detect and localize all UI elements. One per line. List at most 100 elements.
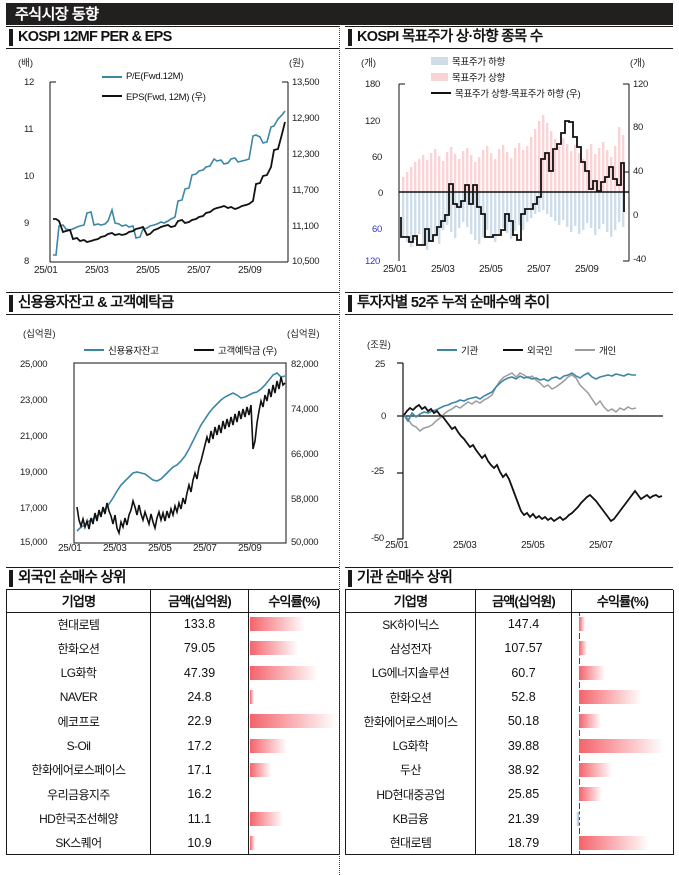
panel-header-institution-table: 기관 순매수 상위 — [345, 567, 673, 590]
ytick-right-c3: 58,000 — [291, 494, 319, 505]
col-header-amount: 금액(십억원) — [150, 590, 249, 613]
table-row[interactable]: S-Oil 17.2 — [6, 733, 340, 758]
xtick-target-3: 25/07 — [527, 264, 551, 275]
ytick-right-1: 12,900 — [292, 113, 320, 124]
panel-title-target-price: KOSPI 목표주가 상·하향 종목 수 — [357, 29, 543, 46]
legend-line-icon-foreign — [503, 349, 523, 351]
table-row[interactable]: 두산 38.92 — [345, 757, 674, 783]
panel-header-target-price: KOSPI 목표주가 상·하향 종목 수 — [345, 26, 673, 49]
cell-company-name: HD현대중공업 — [345, 782, 476, 807]
chart-per-eps: (배) (원) P/E(Fwd.12M) EPS(Fwd, 12M) (우) 1… — [6, 49, 339, 289]
table-row[interactable]: 삼성전자 107.57 — [345, 636, 674, 661]
panel-title-credit-deposit: 신용융자잔고 & 고객예탁금 — [18, 295, 174, 312]
cell-return-bar — [571, 782, 674, 807]
cell-amount: 16.2 — [150, 782, 249, 807]
legend-line-icon-diff — [431, 92, 451, 94]
table-row[interactable]: SK스퀘어 10.9 — [6, 830, 340, 856]
table-row[interactable]: NAVER 24.8 — [6, 684, 340, 710]
ytick-right-t3: 0 — [633, 210, 638, 221]
table-row[interactable]: LG화학 47.39 — [6, 660, 340, 685]
ytick-left-i1: 0 — [381, 411, 386, 422]
cell-return-bar — [248, 709, 340, 734]
chart-svg-investor-flow — [397, 362, 663, 540]
accent-bar-icon — [348, 29, 352, 46]
ytick-left-c4: 17,000 — [20, 503, 48, 514]
panel-header-investor-flow: 투자자별 52주 누적 순매수액 추이 — [345, 292, 673, 315]
legend-item-pe: P/E(Fwd.12M) — [102, 71, 183, 82]
cell-company-name: HD한국조선해양 — [6, 806, 151, 831]
return-bar — [579, 714, 601, 729]
table-row[interactable]: LG화학 39.88 — [345, 733, 674, 758]
chart-credit-deposit: (십억원) (십억원) 신용융자잔고 고객예탁금 (우) 25,000 23,0… — [6, 315, 339, 564]
cell-amount: 22.9 — [150, 709, 249, 734]
return-bar — [250, 835, 256, 850]
ytick-left-3: 9 — [24, 218, 29, 229]
accent-bar-icon — [9, 295, 13, 312]
xtick-per-eps-3: 25/07 — [187, 265, 211, 276]
panel-institution-net-buy: 기관 순매수 상위 기업명 금액(십억원) 수익률(%) SK하이닉스 147.4… — [345, 567, 674, 870]
return-bar-wrap — [250, 709, 339, 733]
table-row[interactable]: LG에너지솔루션 60.7 — [345, 660, 674, 685]
panel-investor-flow: 투자자별 52주 누적 순매수액 추이 (조원) 기관 외국인 개인 25 0 — [345, 292, 673, 564]
xtick-credit-4: 25/09 — [238, 543, 262, 554]
table-row[interactable]: SK하이닉스 147.4 — [345, 612, 674, 637]
return-bar-wrap — [250, 613, 339, 637]
table-row[interactable]: 한화오션 52.8 — [345, 684, 674, 710]
return-bar — [250, 665, 318, 680]
cell-amount: 79.05 — [150, 636, 249, 661]
ytick-left-0: 12 — [24, 77, 34, 88]
cell-return-bar — [248, 684, 340, 710]
cell-return-bar — [571, 684, 674, 710]
xtick-per-eps-4: 25/09 — [238, 265, 262, 276]
column-divider — [339, 26, 340, 875]
ytick-left-t5: 120 — [365, 256, 380, 267]
ytick-right-0: 13,500 — [292, 77, 320, 88]
table-row[interactable]: 한화오션 79.05 — [6, 636, 340, 661]
table-row[interactable]: 우리금융지주 16.2 — [6, 782, 340, 807]
table-row[interactable]: 에코프로 22.9 — [6, 709, 340, 734]
return-bar — [579, 617, 586, 632]
ytick-right-c0: 82,000 — [291, 359, 319, 370]
table-row[interactable]: 한화에어로스페이스 50.18 — [345, 709, 674, 734]
return-bar — [250, 690, 255, 705]
col-header-return: 수익률(%) — [248, 590, 340, 613]
cell-amount: 39.88 — [475, 733, 572, 758]
ytick-right-c2: 66,000 — [291, 449, 319, 460]
legend-label-pe: P/E(Fwd.12M) — [126, 71, 184, 82]
table-row[interactable]: 현대로템 133.8 — [6, 612, 340, 637]
legend-item-retail: 개인 — [575, 343, 616, 357]
legend-label-credit: 신용융자잔고 — [108, 346, 159, 357]
cell-amount: 50.18 — [475, 709, 572, 734]
table-header-row: 기업명 금액(십억원) 수익률(%) — [6, 590, 340, 613]
cell-return-bar — [248, 733, 340, 758]
page-title: 주식시장 동향 — [15, 5, 99, 23]
table-row[interactable]: HD현대중공업 25.85 — [345, 782, 674, 807]
table-row[interactable]: 현대로템 18.79 — [345, 830, 674, 856]
table-body-institution: SK하이닉스 147.4 삼성전자 107.57 LG에너지솔루션 60.7 한화오션 52.… — [345, 612, 674, 856]
return-bar — [579, 762, 613, 777]
return-bar — [250, 738, 287, 753]
xtick-target-1: 25/03 — [431, 264, 455, 275]
cell-return-bar — [571, 636, 674, 661]
return-bar-wrap — [573, 830, 673, 854]
ytick-left-i3: -50 — [371, 533, 384, 544]
legend-label-diff: 목표주가 상향-목표주가 하향 (우) — [455, 89, 581, 100]
cell-return-bar — [248, 830, 340, 856]
legend-label-institution: 기관 — [461, 346, 478, 357]
cell-company-name: 우리금융지주 — [6, 782, 151, 807]
return-bar — [250, 714, 337, 729]
ytick-left-2: 10 — [24, 171, 34, 182]
cell-return-bar — [571, 709, 674, 734]
xtick-investor-1: 25/03 — [453, 540, 477, 551]
ytick-right-4: 11,100 — [292, 221, 319, 232]
cell-return-bar — [248, 806, 340, 831]
xtick-per-eps-1: 25/03 — [85, 265, 109, 276]
cell-company-name: SK스퀘어 — [6, 830, 151, 856]
table-row[interactable]: KB금융 21.39 — [345, 806, 674, 831]
legend-label-upgrade: 목표주가 상향 — [452, 73, 505, 84]
panel-title-per-eps: KOSPI 12MF PER & EPS — [18, 29, 172, 46]
table-row[interactable]: HD한국조선해양 11.1 — [6, 806, 340, 831]
panel-kospi-per-eps: KOSPI 12MF PER & EPS (배) (원) P/E(Fwd.12M… — [6, 26, 339, 289]
table-row[interactable]: 한화에어로스페이스 17.1 — [6, 757, 340, 783]
cell-amount: 11.1 — [150, 806, 249, 831]
